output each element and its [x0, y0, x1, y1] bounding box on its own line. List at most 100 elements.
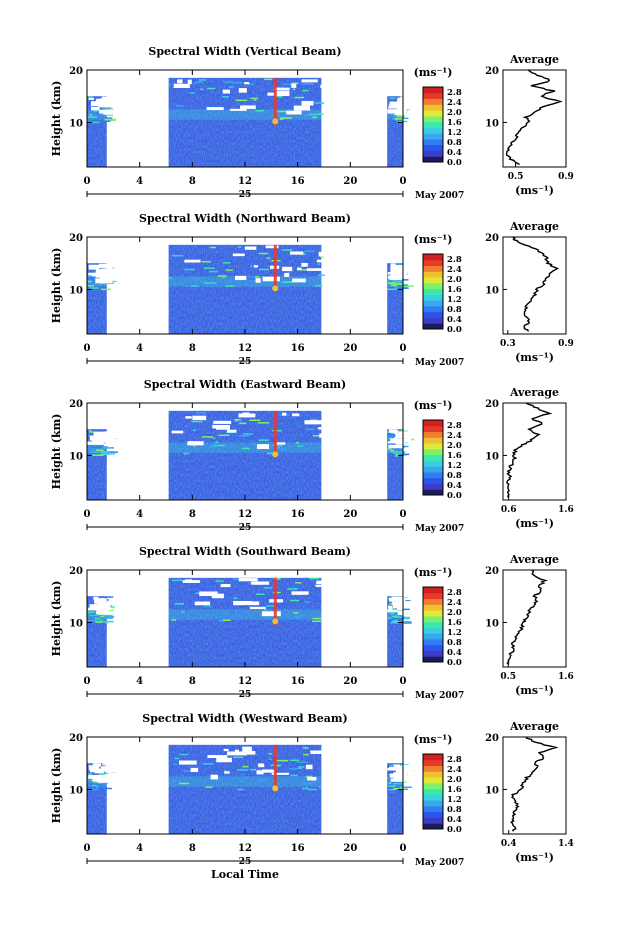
- data-gap: [282, 412, 287, 416]
- data-gap: [106, 102, 122, 108]
- data-streak: [393, 451, 406, 453]
- data-gap: [98, 609, 105, 613]
- data-gap: [95, 98, 111, 103]
- data-streak: [296, 761, 308, 764]
- data-streak: [255, 276, 260, 278]
- data-streak: [171, 619, 177, 621]
- data-streak: [258, 268, 270, 271]
- data-gap: [94, 768, 104, 774]
- data-gap: [100, 276, 119, 281]
- data-gap: [398, 775, 409, 780]
- data-gap: [101, 268, 117, 273]
- data-streak: [388, 785, 396, 787]
- data-gap: [262, 276, 280, 282]
- data-streak: [90, 613, 96, 615]
- segment-texture: [87, 96, 107, 167]
- data-streak: [400, 453, 410, 456]
- data-streak: [174, 757, 180, 760]
- data-streak: [213, 437, 216, 440]
- data-streak: [98, 773, 106, 776]
- data-streak: [402, 621, 412, 623]
- data-gap: [97, 439, 104, 444]
- data-streak: [229, 611, 235, 614]
- data-gap: [97, 265, 111, 268]
- data-gap: [88, 272, 107, 276]
- data-streak: [95, 621, 103, 623]
- data-streak: [105, 117, 113, 119]
- data-gap: [226, 429, 237, 433]
- data-streak: [192, 277, 201, 280]
- data-streak: [392, 452, 396, 454]
- data-gap: [307, 776, 317, 781]
- high-width-column: [273, 744, 277, 793]
- data-streak: [89, 450, 101, 453]
- data-streak: [185, 425, 188, 427]
- colorbar-tick-label: 2.4: [447, 598, 462, 608]
- data-gap: [247, 601, 260, 606]
- data-gap: [253, 265, 259, 268]
- average-y-tick-label: 10: [485, 285, 499, 296]
- x-tick-label: 20: [343, 176, 357, 187]
- data-segment: [87, 263, 124, 334]
- data-streak: [105, 114, 114, 116]
- data-streak: [234, 418, 241, 421]
- data-segment: [387, 596, 418, 667]
- data-streak: [272, 429, 282, 432]
- tropopause-band: [168, 442, 322, 453]
- colorbar-tick-label: 0.4: [447, 315, 462, 325]
- data-gap: [185, 416, 192, 419]
- data-streak: [387, 102, 391, 104]
- data-streak: [393, 782, 402, 785]
- data-gap: [320, 84, 335, 89]
- data-streak: [305, 114, 315, 117]
- data-gap: [245, 751, 256, 755]
- data-gap: [235, 275, 247, 281]
- average-x-tick-label: 0.9: [558, 172, 574, 182]
- panel-1: Spectral Width (Vertical Beam) Height (km…: [50, 45, 574, 201]
- date-label: May 2007: [415, 691, 464, 701]
- colorbar-swatch: [423, 305, 443, 313]
- x-tick-label: 4: [136, 176, 143, 187]
- tropopause-band: [168, 609, 322, 620]
- colorbar-unit: (ms⁻¹): [414, 733, 453, 746]
- data-streak: [90, 611, 94, 613]
- data-streak: [91, 454, 103, 456]
- data-streak: [395, 453, 398, 456]
- data-gap: [220, 584, 231, 588]
- data-streak: [224, 770, 227, 772]
- data-gap: [103, 443, 110, 447]
- data-streak: [194, 81, 204, 83]
- data-gap: [316, 580, 333, 585]
- data-gap: [88, 97, 94, 100]
- high-width-spot: [272, 785, 279, 792]
- average-profile: Average 10 20 0.3 0.9 (ms⁻¹): [485, 220, 574, 364]
- data-streak: [171, 254, 184, 257]
- data-streak: [210, 444, 219, 446]
- data-streak: [389, 450, 398, 453]
- data-streak: [309, 577, 320, 580]
- data-streak: [396, 430, 408, 432]
- data-streak: [253, 99, 257, 101]
- data-streak: [238, 249, 243, 251]
- data-gap: [292, 278, 306, 283]
- data-gap: [90, 435, 101, 439]
- data-streak: [235, 419, 238, 422]
- data-gap: [105, 765, 115, 769]
- data-gap: [289, 251, 304, 255]
- data-streak: [240, 773, 244, 776]
- data-streak: [88, 773, 93, 775]
- data-gap: [216, 757, 232, 763]
- data-streak: [246, 83, 255, 85]
- date-label: May 2007: [415, 191, 464, 201]
- data-streak: [179, 753, 189, 756]
- date-label: May 2007: [415, 858, 464, 868]
- data-streak: [91, 448, 95, 450]
- colorbar-swatch: [423, 92, 443, 100]
- data-streak: [102, 787, 112, 790]
- data-gap: [318, 251, 327, 257]
- data-gap: [397, 610, 417, 615]
- data-streak: [237, 788, 244, 791]
- data-gap: [194, 601, 211, 606]
- data-streak: [88, 778, 92, 780]
